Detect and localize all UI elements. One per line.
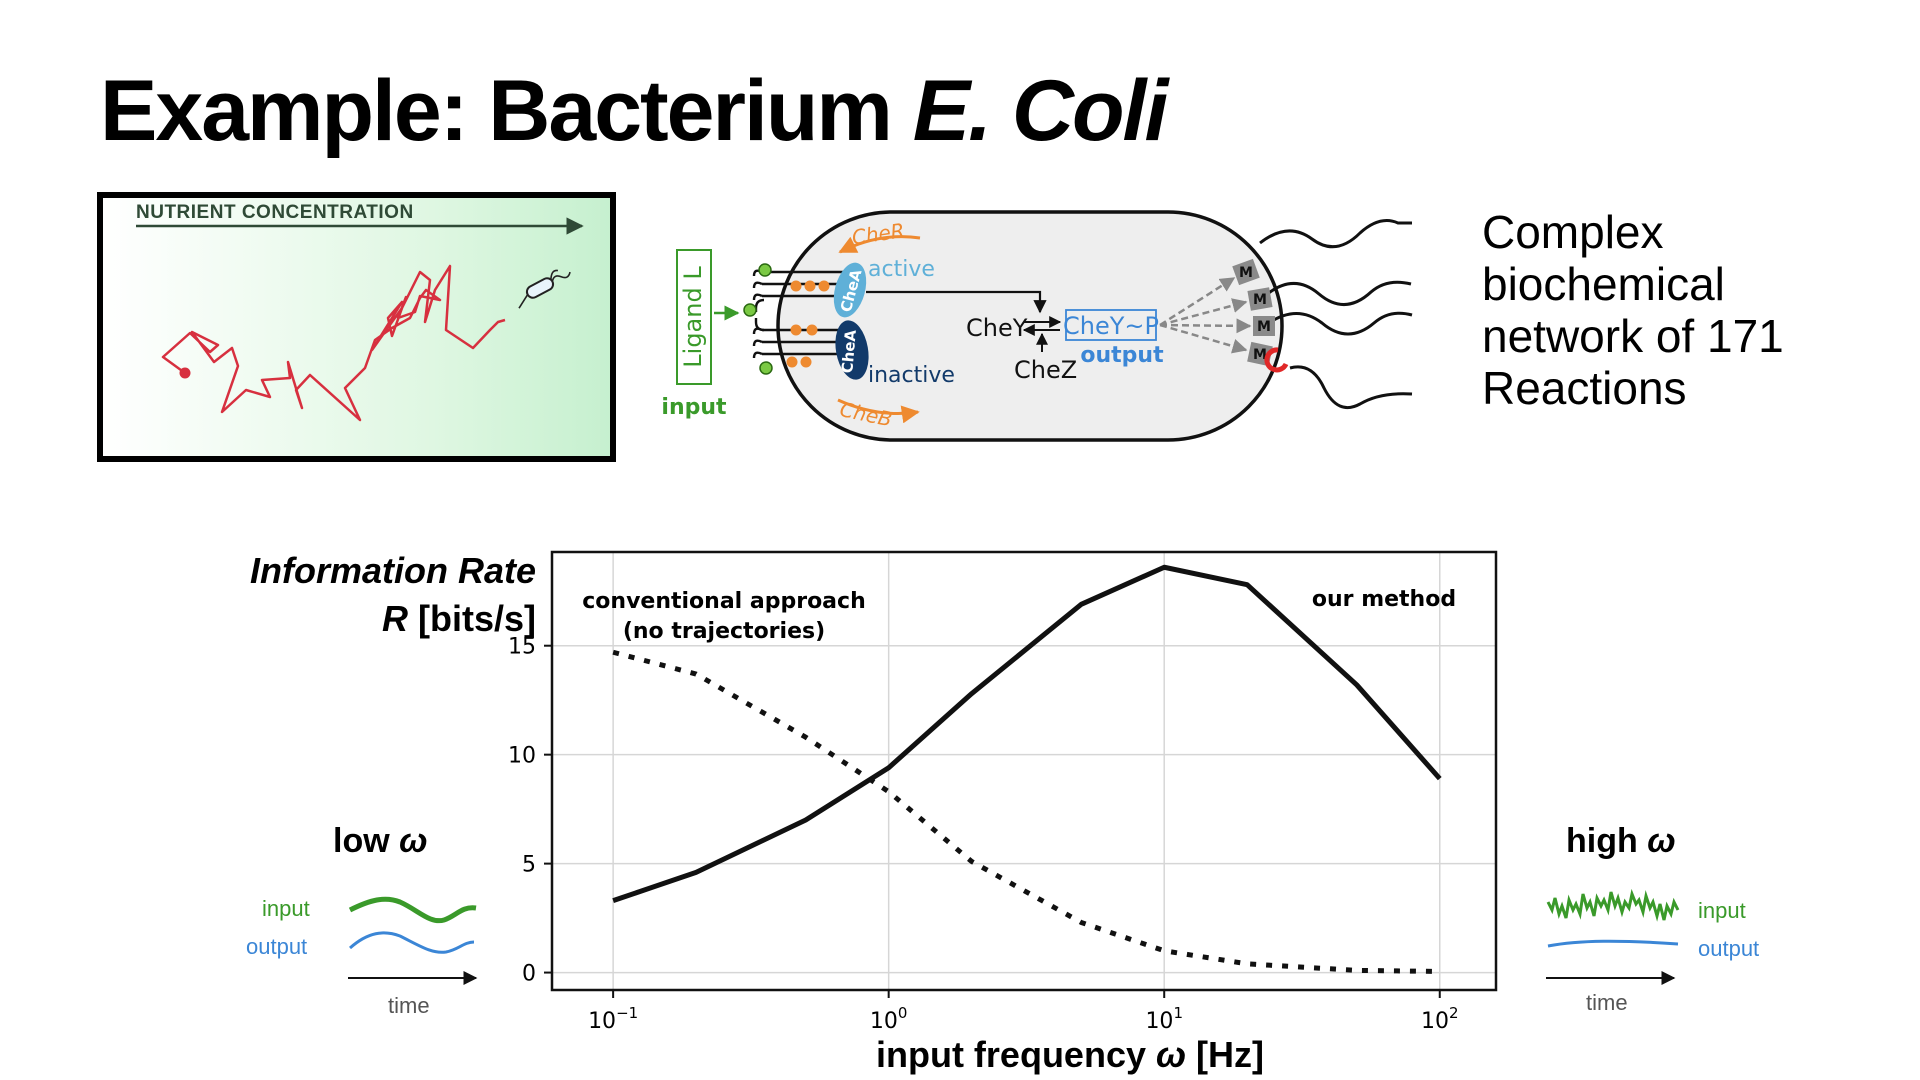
xlabel-var: ω (1156, 1034, 1187, 1075)
flagellum-2 (1264, 280, 1412, 306)
flagellum-3 (1265, 311, 1413, 336)
svg-text:M: M (1257, 319, 1271, 335)
high-time-label: time (1586, 990, 1628, 1015)
low-omega-var: ω (399, 822, 428, 860)
nutrient-path-svg (136, 217, 584, 422)
title-italic: E. Coli (912, 63, 1169, 159)
flagellum-1 (1259, 219, 1412, 249)
cheB-arrow (837, 398, 920, 424)
cheYP-box (1065, 309, 1157, 341)
cheA-to-cheY-arrow (866, 290, 1047, 314)
svg-text:M: M (1239, 265, 1253, 281)
series-label-conventional-line2: (no trajectories) (623, 619, 825, 644)
inactive-label: inactive (868, 363, 955, 388)
low-time-label: time (388, 993, 430, 1018)
high-output-label: output (1698, 936, 1760, 961)
series-label-conventional: conventional approach (582, 589, 865, 614)
walk-start-dot (179, 367, 191, 379)
x-axis-label: input frequency ω [Hz] (820, 1034, 1320, 1076)
xlabel-unit: [Hz] (1186, 1034, 1265, 1075)
motor-red-arrow (1264, 347, 1289, 373)
desc-line-2: biochemical (1482, 258, 1725, 310)
high-omega-signals (1546, 888, 1680, 985)
cheY-label: CheY (966, 314, 1028, 342)
cheYP-label: CheY~P (1063, 312, 1159, 340)
x-tick-label: 101 (1145, 1004, 1183, 1034)
high-input-wave (1546, 888, 1680, 922)
high-omega-var: ω (1647, 822, 1676, 860)
x-tick-label: 10−1 (588, 1004, 638, 1034)
y-tick-label: 10 (508, 744, 536, 769)
low-omega-signals (348, 896, 478, 985)
y-tick-label: 0 (522, 962, 536, 987)
series-line-our-method (612, 564, 1442, 904)
y-axis-label: Information Rate R [bits/s] (170, 547, 536, 643)
title-main: Example: Bacterium (100, 63, 913, 159)
high-omega-label: high ω (1566, 822, 1676, 861)
input-label: input (661, 395, 727, 420)
cheA-inactive-label: CheA (838, 329, 860, 374)
desc-line-3: network of 171 (1482, 310, 1784, 362)
ylabel-line2: R [bits/s] (170, 595, 536, 643)
ylabel-var: R (381, 598, 408, 639)
high-input-label: input (1698, 898, 1746, 923)
desc-line-1: Complex (1482, 206, 1664, 258)
low-output-label: output (246, 934, 308, 959)
low-input-wave (348, 896, 477, 924)
motors: M M M M (1232, 258, 1275, 367)
flagellum-4 (1289, 365, 1413, 409)
svg-text:M: M (1253, 292, 1267, 308)
y-tick-label: 15 (508, 635, 536, 660)
grid (552, 552, 1496, 990)
cheA-active (833, 262, 867, 318)
xlabel-text: input frequency (875, 1034, 1156, 1075)
methyl-dots (786, 280, 830, 368)
receptors (752, 269, 848, 359)
ligand-label: Ligand L (679, 266, 707, 368)
bacterium-icon (518, 269, 571, 309)
slide-title: Example: Bacterium E. Coli (100, 62, 1169, 161)
y-tick-label: 5 (522, 853, 536, 878)
ligand-box (676, 249, 712, 385)
cheZ-label: CheZ (1014, 356, 1077, 384)
series-line-conventional (612, 649, 1440, 974)
ylabel-line1: Information Rate (249, 550, 536, 591)
high-output-wave (1547, 939, 1679, 948)
random-walk-path (161, 264, 506, 422)
cheR-arrow (838, 235, 921, 254)
active-label: active (868, 257, 935, 282)
svg-text:M: M (1253, 347, 1267, 363)
series-label-our-method: our method (1312, 587, 1456, 612)
desc-line-4: Reactions (1482, 362, 1687, 414)
x-tick-label: 100 (870, 1004, 908, 1034)
ylabel-unit: [bits/s] (407, 598, 536, 639)
ticks: 0 5 10 15 10−1 100 101 102 (508, 635, 1459, 1034)
low-omega-prefix: low (333, 822, 400, 860)
output-label: output (1080, 343, 1164, 368)
high-omega-prefix: high (1566, 822, 1648, 860)
cell-diagram: Ligand L input M M M M (661, 210, 1413, 442)
series (612, 564, 1442, 974)
cheA-inactive (835, 320, 869, 380)
ligand-dots (743, 263, 773, 375)
low-omega-label: low ω (333, 822, 427, 861)
signal-arrows (1159, 276, 1252, 354)
plot-frame (550, 550, 1498, 992)
nutrient-label: NUTRIENT CONCENTRATION (136, 202, 414, 223)
x-tick-label: 102 (1421, 1004, 1459, 1034)
low-input-label: input (262, 896, 310, 921)
network-description: Complex biochemical network of 171 React… (1482, 206, 1902, 414)
low-output-wave (349, 931, 475, 954)
